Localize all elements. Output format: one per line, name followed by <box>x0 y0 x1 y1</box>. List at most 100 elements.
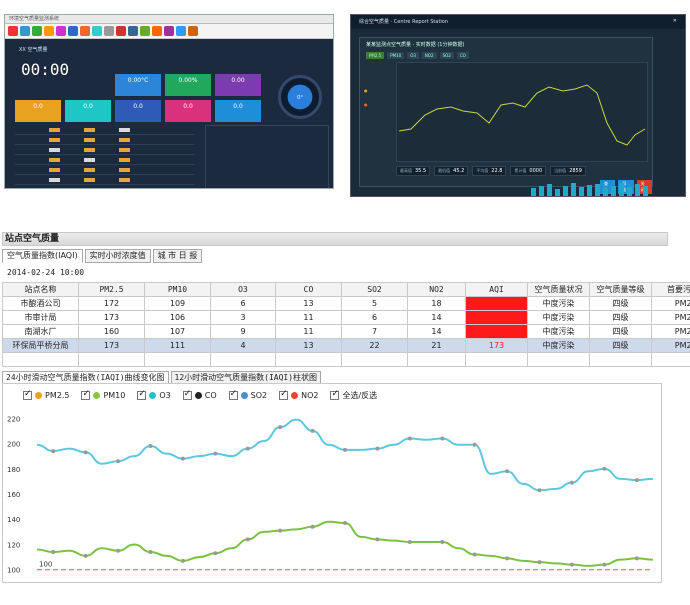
legend-label: PM10 <box>103 391 126 400</box>
legend-label: NO2 <box>301 391 319 400</box>
table-header: 站点名称 PM2.5 PM10 O3 CO SO2 NO2 AQI 空气质量状况 空气质量等级 首要… <box>2 282 690 297</box>
dashboard-screenshot-1: 环境空气质量监测系统 XX 空气质量 00:00 0.00°C 0.00% 0.00… <box>4 14 334 189</box>
toolbar-tool-icon[interactable] <box>44 26 54 36</box>
checkbox[interactable] <box>228 389 238 400</box>
legend-item[interactable]: 全选/反选 <box>330 389 377 401</box>
data-point <box>440 539 445 544</box>
pollutant-tab[interactable]: PM2.5 <box>366 52 385 59</box>
toolbar-tool-icon[interactable] <box>164 26 174 36</box>
toolbar-tool-icon[interactable] <box>32 26 42 36</box>
reference-label: 100 <box>39 561 52 569</box>
tab-2[interactable]: 城 市 日 报 <box>152 249 203 263</box>
toolbar-tool-icon[interactable] <box>176 26 186 36</box>
aqi-cell: 173 <box>465 338 528 353</box>
checkbox[interactable] <box>279 389 289 400</box>
tab-0[interactable]: 空气质量指数(IAQI) <box>2 249 83 263</box>
legend-item[interactable]: PM2.5 <box>23 389 69 400</box>
compass-value: 0° <box>297 95 303 101</box>
pollutant-tab[interactable]: CO <box>456 52 469 59</box>
data-point <box>310 428 315 433</box>
metric-tile: 0.0 <box>165 100 211 122</box>
table-cell: 13 <box>275 296 342 311</box>
table-cell: 173 <box>78 338 145 353</box>
column-header[interactable]: NO2 <box>407 282 466 297</box>
stat-label: 累计值 <box>514 168 527 173</box>
toolbar-tool-icon[interactable] <box>104 26 114 36</box>
legend-item[interactable]: NO2 <box>279 389 319 400</box>
stat-box: 平均值 22.8 <box>472 166 507 176</box>
table-cell: 中度污染 <box>527 296 590 311</box>
table-cell: 11 <box>275 310 342 325</box>
table-cell: 南湖水厂 <box>2 324 79 339</box>
pollutant-tab[interactable]: PM10 <box>387 52 405 59</box>
checkbox[interactable] <box>137 389 147 400</box>
legend-item[interactable]: SO2 <box>228 389 267 400</box>
table-cell: 4 <box>210 338 276 353</box>
table-cell: 106 <box>144 310 211 325</box>
column-header[interactable]: AQI <box>465 282 528 297</box>
data-point <box>407 539 412 544</box>
pollutant-tab[interactable]: SO2 <box>439 52 454 59</box>
table-cell: 3 <box>210 310 276 325</box>
table-cell <box>527 352 590 367</box>
toolbar-tool-icon[interactable] <box>152 26 162 36</box>
y-tick-label: 200 <box>7 441 20 449</box>
data-point <box>51 550 56 555</box>
data-point <box>213 451 218 456</box>
table-row[interactable]: 市酿酒公司172109613518172中度污染四级PM2.5 <box>2 296 690 311</box>
stat-label: 最低值 <box>438 168 451 173</box>
pollutant-tab[interactable]: NO2 <box>421 52 437 59</box>
table-cell: 市审计局 <box>2 310 79 325</box>
toolbar-tool-icon[interactable] <box>56 26 66 36</box>
legend-item[interactable]: O3 <box>137 389 171 400</box>
data-point <box>343 447 347 452</box>
column-header[interactable]: CO <box>275 282 342 297</box>
checkbox[interactable] <box>182 389 192 400</box>
column-header[interactable]: SO2 <box>341 282 408 297</box>
checkbox[interactable] <box>330 389 340 400</box>
table-row[interactable]: 南湖水厂160107911714160中度污染四级PM2.5 <box>2 324 690 339</box>
column-header[interactable]: O3 <box>210 282 276 297</box>
toolbar-tool-icon[interactable] <box>80 26 90 36</box>
table-cell: PM2.5 <box>651 324 690 339</box>
toolbar-tool-icon[interactable] <box>20 26 30 36</box>
column-header[interactable]: 首要污染物 <box>651 282 690 297</box>
legend-item[interactable]: PM10 <box>81 389 126 400</box>
table-cell: 11 <box>275 324 342 339</box>
data-point <box>505 469 510 474</box>
column-header[interactable]: 空气质量等级 <box>589 282 652 297</box>
checkbox[interactable] <box>23 389 32 400</box>
table-cell: 21 <box>407 338 466 353</box>
aqi-cell: 172 <box>465 296 528 311</box>
pollutant-tab[interactable]: O3 <box>407 52 419 59</box>
checkbox[interactable] <box>81 389 91 400</box>
table-cell <box>210 352 276 367</box>
column-header[interactable]: 站点名称 <box>2 282 79 297</box>
toolbar-tool-icon[interactable] <box>128 26 138 36</box>
data-point <box>407 436 412 441</box>
data-point <box>51 449 56 454</box>
toolbar-tool-icon[interactable] <box>68 26 78 36</box>
table-cell: PM2.5 <box>651 296 690 311</box>
y-tick-label: 100 <box>7 567 20 575</box>
toolbar-tool-icon[interactable] <box>188 26 198 36</box>
column-header[interactable]: PM10 <box>144 282 211 297</box>
toolbar-tool-icon[interactable] <box>116 26 126 36</box>
side-legend: ● ● <box>364 88 368 116</box>
toolbar-tool-icon[interactable] <box>140 26 150 36</box>
column-header[interactable]: 空气质量状况 <box>527 282 590 297</box>
close-icon[interactable]: ✕ <box>672 18 677 24</box>
table-cell: 四级 <box>589 296 652 311</box>
table-cell: 22 <box>341 338 408 353</box>
tab-1[interactable]: 实时小时浓度值 <box>84 249 151 263</box>
legend-item[interactable]: CO <box>182 389 217 400</box>
data-point <box>83 450 88 455</box>
toolbar-tool-icon[interactable] <box>8 26 18 36</box>
column-header[interactable]: PM2.5 <box>78 282 145 297</box>
table-row[interactable]: 市审计局173106311614173中度污染四级PM2.5 <box>2 310 690 325</box>
empty-row <box>2 352 690 367</box>
metric-tile: 0.0 <box>65 100 111 122</box>
toolbar-tool-icon[interactable] <box>92 26 102 36</box>
data-point <box>180 558 185 563</box>
